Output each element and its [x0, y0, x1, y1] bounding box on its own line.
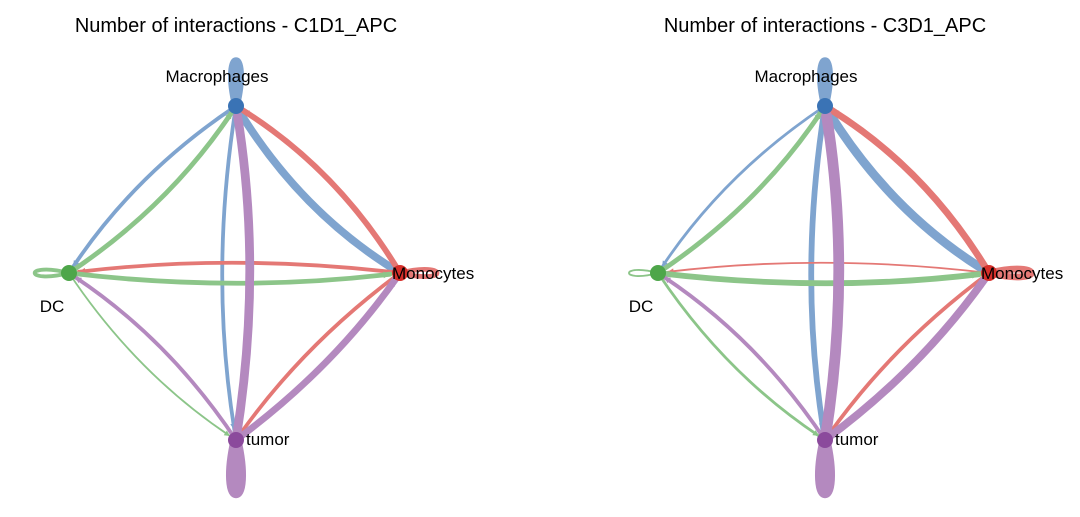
label-layer: Macrophages Monocytes DC tumor — [629, 67, 1063, 449]
edge-tumor-to-dc-arrowhead — [75, 277, 83, 284]
edge-macrophages-to-monocytes-arrowhead — [385, 261, 394, 270]
node-macrophages — [228, 98, 244, 114]
edge-tumor-to-monocytes-arrowhead — [388, 278, 396, 287]
edge-macrophages-to-dc-arrowhead — [662, 260, 668, 267]
edge-monocytes-to-monocytes — [985, 265, 1035, 281]
edge-macrophages-to-monocytes-arrowhead — [973, 261, 983, 270]
edge-dc-to-monocytes-arrowhead — [971, 271, 980, 279]
node-label-tumor: tumor — [246, 430, 290, 449]
edge-dc-to-tumor — [656, 271, 821, 438]
node-label-macrophages: Macrophages — [165, 67, 268, 86]
edge-macrophages-to-monocytes — [232, 102, 398, 274]
edge-tumor-to-monocytes — [821, 274, 989, 444]
edge-tumor-to-macrophages-arrowhead — [234, 116, 243, 125]
node-label-macrophages: Macrophages — [754, 67, 857, 86]
edge-macrophages-to-dc — [660, 104, 827, 269]
panel-title: Number of interactions - C3D1_APC — [664, 15, 986, 37]
node-label-dc: DC — [40, 297, 65, 316]
edge-tumor-to-macrophages — [231, 111, 255, 445]
edge-dc-to-macrophages-arrowhead — [814, 112, 821, 120]
node-monocytes — [981, 265, 997, 281]
node-tumor — [228, 432, 244, 448]
edge-monocytes-to-macrophages — [239, 106, 403, 276]
node-layer — [650, 98, 997, 448]
node-dc — [61, 265, 77, 281]
node-layer — [61, 98, 408, 448]
edge-tumor-to-dc-arrowhead — [664, 277, 672, 284]
edge-macrophages-to-macrophages — [817, 57, 833, 110]
edge-dc-to-monocytes-arrowhead — [383, 271, 391, 279]
network-panel-c1d1: Number of interactions - C1D1_APC Macrop… — [33, 15, 474, 499]
edge-tumor-to-tumor — [225, 434, 247, 499]
edge-dc-to-tumor-arrowhead — [223, 430, 230, 436]
edge-tumor-to-macrophages-arrowhead — [823, 116, 833, 126]
node-label-monocytes: Monocytes — [981, 264, 1063, 283]
edge-monocytes-to-dc — [77, 260, 402, 275]
edge-monocytes-to-macrophages — [827, 106, 993, 277]
edge-tumor-to-tumor — [814, 434, 836, 499]
edge-macrophages-to-tumor — [220, 104, 238, 432]
edge-macrophages-to-monocytes — [820, 101, 988, 274]
node-tumor — [817, 432, 833, 448]
panel-title: Number of interactions - C1D1_APC — [75, 15, 397, 37]
edge-dc-to-tumor — [68, 272, 231, 437]
edge-macrophages-to-dc — [71, 104, 238, 269]
edge-layer — [628, 57, 1035, 499]
edge-layer — [33, 57, 440, 499]
node-label-tumor: tumor — [835, 430, 879, 449]
network-panel-c3d1: Number of interactions - C3D1_APC Macrop… — [628, 15, 1063, 499]
node-label-monocytes: Monocytes — [392, 264, 474, 283]
edge-dc-to-monocytes — [655, 270, 982, 287]
node-dc — [650, 265, 666, 281]
edge-dc-to-macrophages — [66, 109, 235, 276]
edge-dc-to-macrophages — [655, 109, 824, 276]
edge-dc-to-macrophages-arrowhead — [225, 112, 232, 120]
node-label-dc: DC — [629, 297, 654, 316]
edge-tumor-to-dc — [73, 275, 238, 442]
edge-dc-to-monocytes — [66, 270, 393, 286]
edge-dc-to-dc — [628, 269, 659, 277]
edge-tumor-to-monocytes — [232, 275, 400, 444]
node-monocytes — [392, 265, 408, 281]
edge-tumor-to-macrophages — [819, 110, 845, 446]
edge-monocytes-to-macrophages-arrowhead — [242, 109, 250, 117]
edge-dc-to-dc — [33, 267, 71, 279]
edge-tumor-to-monocytes-arrowhead — [977, 278, 985, 288]
edge-monocytes-to-tumor — [827, 271, 991, 437]
edge-monocytes-to-macrophages-arrowhead — [831, 109, 840, 117]
edge-macrophages-to-tumor — [808, 103, 828, 433]
edge-monocytes-to-dc — [667, 261, 990, 274]
edge-macrophages-to-macrophages — [228, 57, 244, 110]
label-layer: Macrophages Monocytes DC tumor — [40, 67, 474, 449]
edge-tumor-to-dc — [662, 275, 827, 442]
edge-macrophages-to-dc-arrowhead — [73, 259, 80, 267]
node-macrophages — [817, 98, 833, 114]
edge-monocytes-to-monocytes — [397, 267, 440, 279]
edge-dc-to-tumor-arrowhead — [812, 430, 819, 436]
edge-monocytes-to-tumor — [238, 271, 402, 437]
